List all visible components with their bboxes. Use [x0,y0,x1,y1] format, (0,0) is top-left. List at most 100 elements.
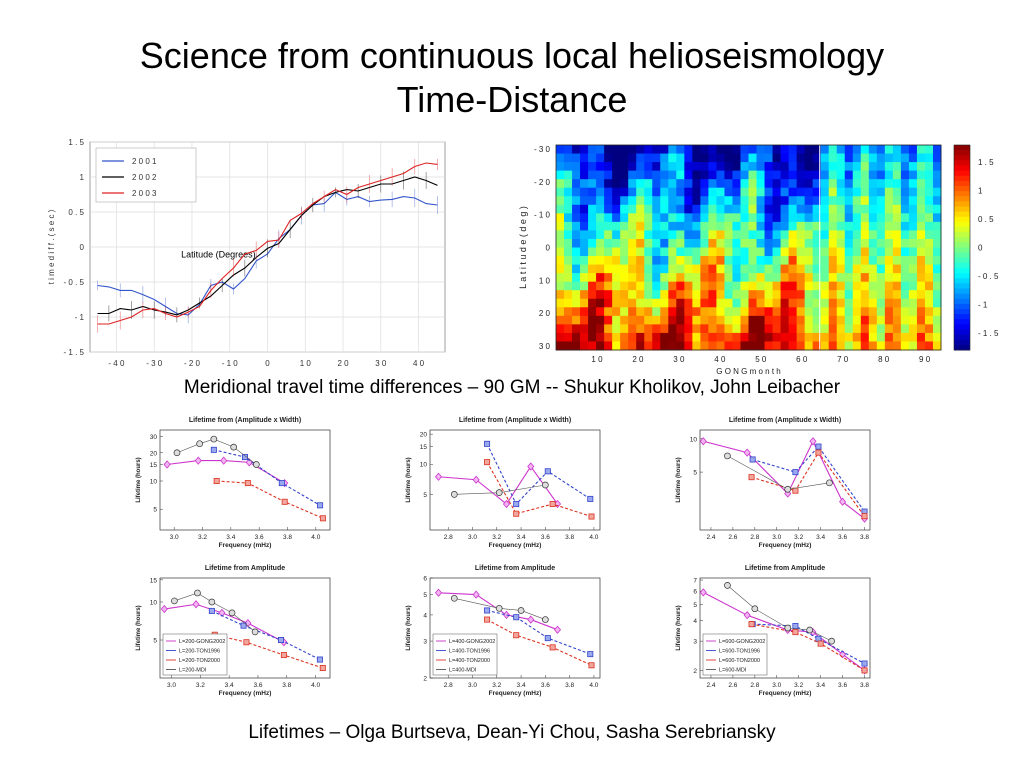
y-axis-label: Lifetime (hours) [406,457,412,502]
heatmap-cell [732,162,741,172]
heatmap-cell [652,307,661,317]
heatmap-cell [804,341,814,351]
heatmap-cell [700,187,709,197]
heatmap-cell [740,281,749,291]
heatmap-cell [668,238,677,248]
series-line-L=200-TON2000 [214,634,323,669]
heatmap-cell [796,341,806,351]
heatmap-cell [684,324,693,334]
heatmap-cell [612,153,621,163]
data-point [252,461,260,468]
data-point [542,481,549,489]
heatmap-cell [716,179,725,189]
data-point [815,443,822,450]
heatmap-cell [604,230,613,240]
heatmap-cell [652,290,661,300]
heatmap-cell [620,230,629,240]
heatmap-cell [708,170,717,180]
x-tick-label: 3.8 [860,682,869,689]
heatmap-cell [588,187,597,197]
heatmap-cell [732,145,741,155]
heatmap-cell [660,332,669,342]
heatmap-cell [764,332,774,342]
heatmap-cell [892,221,902,231]
heatmap-cell [748,204,758,214]
heatmap-cell [620,145,629,155]
heatmap-cell [716,247,725,257]
heatmap-cell [868,230,878,240]
heatmap-cell [652,145,661,155]
heatmap-cell [692,221,701,231]
heatmap-cell [644,170,653,180]
heatmap-cell [700,332,709,342]
slide-title: Science from continuous local helioseism… [139,35,885,76]
heatmap-cell [716,162,725,172]
heatmap-cell [732,307,741,317]
data-point [724,452,731,460]
x-tick-label: 9 0 [919,355,931,364]
heatmap-cell [876,230,886,240]
colorbar-step [954,216,970,223]
heatmap-cell [908,298,918,308]
heatmap-cell [876,179,886,189]
heatmap-cell [788,153,798,163]
heatmap-cell [924,145,934,155]
heatmap-cell [884,256,894,266]
heatmap-cell [740,290,749,300]
x-tick-label: 3.2 [794,682,803,689]
heatmap-cell [636,213,645,223]
heatmap-cell [844,256,854,266]
heatmap-cell [740,221,749,231]
heatmap-cell [892,281,902,291]
heatmap-cell [692,290,701,300]
heatmap-cell [812,324,822,334]
heatmap-cell [708,332,717,342]
heatmap-cell [756,281,766,291]
heatmap-cell [860,341,870,351]
x-tick-label: 2.4 [706,682,715,689]
heatmap-cell [692,247,701,257]
y-tick-label: - 3 0 [534,145,551,154]
heatmap-cell [852,315,862,325]
heatmap-cell [708,204,717,214]
x-tick-label: 3.8 [282,682,291,689]
x-tick-label: 3.4 [816,534,825,541]
heatmap-cell [868,281,878,291]
data-point [588,513,595,520]
heatmap-cell [884,298,894,308]
heatmap-cell [668,196,677,206]
y-tick-label: 5 [423,492,427,499]
colorbar-step [954,268,970,274]
heatmap-cell [820,230,830,240]
heatmap-cell [868,324,878,334]
heatmap-cell [588,315,597,325]
data-point [280,652,287,659]
heatmap-cell [820,204,830,214]
lifetime-chart-amp-200: Lifetime from Amplitude 3.0 3.2 3.4 3.6 3.8 4.… [136,565,331,697]
heatmap-cell [684,298,693,308]
heatmap-cell [564,145,573,155]
heatmap-cell [924,273,934,283]
chart-title: Lifetime from Amplitude [745,565,825,572]
heatmap-cell [916,256,926,266]
heatmap-cell [748,264,758,274]
heatmap-cell [612,213,621,223]
heatmap-cell [604,264,613,274]
heatmap-cell [724,307,733,317]
heatmap-cell [668,341,677,351]
heatmap-cell [716,230,725,240]
colorbar-tick-label: 0 [978,244,983,253]
heatmap-cell [796,298,806,308]
heatmap-cell [900,298,910,308]
x-tick-label: 3.6 [838,534,847,541]
heatmap-cell [756,264,766,274]
heatmap-cell [804,179,814,189]
heatmap-cell [900,290,910,300]
heatmap-cell [796,204,806,214]
heatmap-cell [612,230,621,240]
heatmap-cell [764,324,774,334]
data-point [213,477,220,484]
heatmap-cell [804,170,814,180]
heatmap-cell [876,238,886,248]
heatmap-cell [836,324,846,334]
